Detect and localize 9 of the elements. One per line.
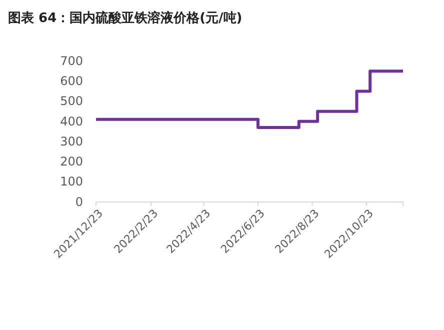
y-tick-label: 0	[75, 194, 83, 209]
chart-title: 图表 64：国内硫酸亚铁溶液价格(元/吨)	[8, 10, 242, 26]
y-tick-label: 700	[60, 54, 83, 68]
y-tick-label: 400	[60, 114, 83, 128]
y-tick-label: 200	[60, 154, 83, 169]
y-tick-label: 600	[60, 74, 83, 88]
y-tick-label: 100	[60, 174, 83, 189]
y-tick-label: 300	[60, 134, 83, 148]
y-tick-label: 500	[60, 94, 83, 108]
